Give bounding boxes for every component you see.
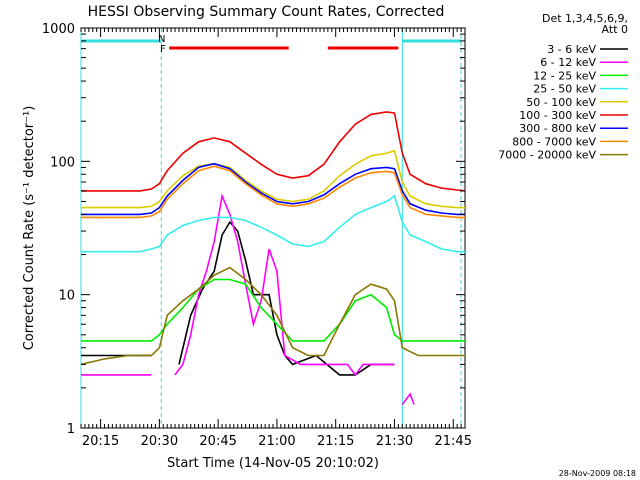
legend-label: 7000 - 20000 keV: [498, 149, 596, 162]
series-layer: [80, 111, 466, 405]
x-axis: 20:15 20:30 20:45 21:00 21:15 21:30 21:45: [80, 28, 472, 449]
x-tick-label: 20:15: [82, 434, 119, 449]
series-12-25-kev: [81, 278, 465, 342]
x-axis-label: Start Time (14-Nov-05 20:10:02): [167, 456, 379, 471]
series-line: [80, 266, 465, 366]
legend-label: 300 - 800 keV: [519, 122, 596, 135]
legend-header: Det 1,3,4,5,6,9,: [542, 12, 628, 25]
series-line: [178, 220, 395, 376]
flare-label: F: [160, 44, 166, 55]
footer-timestamp: 28-Nov-2009 08:18: [559, 469, 636, 478]
series-line: [81, 278, 465, 342]
legend-label: 6 - 12 keV: [540, 56, 596, 69]
y-axis: 1 10 100 1000: [42, 22, 465, 437]
legend-label: 12 - 25 keV: [533, 69, 596, 82]
chart-title: HESSI Observing Summary Count Rates, Cor…: [88, 4, 445, 20]
y-tick-label: 1000: [42, 22, 75, 37]
x-tick-label: 21:15: [317, 434, 354, 449]
legend-label: 800 - 7000 keV: [512, 135, 596, 148]
series-line: [81, 165, 465, 219]
y-tick-label: 1: [67, 422, 75, 437]
series-25-50-kev: [81, 194, 465, 253]
legend-label: 25 - 50 keV: [533, 83, 596, 96]
series-line: [81, 194, 465, 253]
series-line: [81, 162, 465, 216]
series-line: [81, 111, 466, 192]
series-6-12-kev: [81, 193, 415, 405]
series-line: [81, 149, 465, 209]
x-tick-label: 20:30: [141, 434, 178, 449]
series-50-100-kev: [81, 149, 465, 209]
y-tick-label: 100: [50, 155, 75, 170]
y-axis-label: Corrected Count Rate (s⁻¹ detector⁻¹): [22, 106, 37, 351]
spacecraft-night-intervals: [80, 28, 462, 428]
x-tick-label: 20:45: [199, 434, 236, 449]
legend-label: 3 - 6 keV: [547, 43, 596, 56]
legend-header: Att 0: [602, 23, 628, 36]
legend-label: 50 - 100 keV: [526, 96, 596, 109]
series-800-7000-kev: [81, 165, 465, 219]
series-100-300-kev: [81, 111, 466, 192]
series-7000-20000-kev: [80, 266, 465, 366]
night-label: N: [158, 34, 165, 45]
x-tick-label: 21:45: [435, 434, 472, 449]
plot-frame: [80, 27, 466, 429]
x-tick-label: 21:30: [376, 434, 413, 449]
y-tick-label: 10: [58, 289, 75, 304]
series-line: [401, 392, 415, 405]
series-300-800-kev: [81, 162, 465, 216]
legend-label: 100 - 300 keV: [519, 109, 596, 122]
series-line: [174, 193, 395, 377]
x-tick-label: 21:00: [258, 434, 295, 449]
